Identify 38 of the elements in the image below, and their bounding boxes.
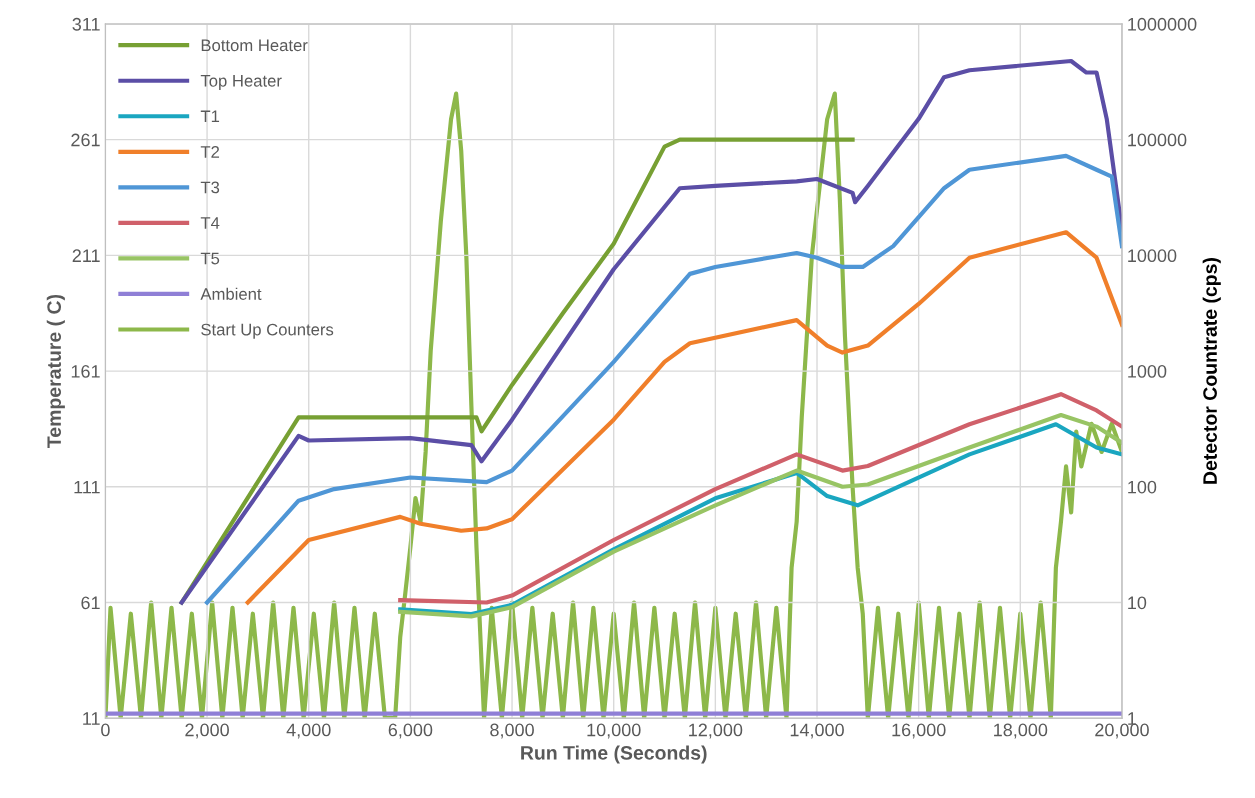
- legend-label: Start Up Counters: [201, 323, 334, 339]
- y2-tick-label: 1: [1128, 712, 1136, 725]
- line-series: [179, 58, 1122, 605]
- legend-label: Top Heater: [200, 75, 282, 91]
- y2-tick-label: 10000: [1128, 249, 1177, 263]
- legend-label: Ambient: [200, 287, 262, 300]
- x-tick-label: 12,000: [689, 723, 743, 739]
- legend-label: T1: [200, 110, 220, 123]
- y-axis-title: Temperature ( C): [46, 294, 65, 448]
- y-tick-label: 261: [71, 133, 100, 147]
- x-tick-label: 6,000: [388, 723, 433, 739]
- y2-tick-label: 10: [1128, 596, 1147, 610]
- y-tick-label: 311: [72, 17, 100, 31]
- x-tick-label: 0: [101, 723, 110, 737]
- y-tick-label: 211: [72, 249, 100, 262]
- y2-axis-title: Detector Countrate (cps): [1202, 258, 1221, 484]
- x-tick-label: 14,000: [790, 723, 844, 739]
- y2-tick-label: 1000000: [1128, 17, 1197, 31]
- x-tick-label: 8,000: [490, 723, 534, 739]
- legend-label: T4: [200, 217, 220, 229]
- legend-label: T3: [200, 181, 220, 194]
- x-tick-label: 20,000: [1095, 723, 1149, 739]
- x-axis-title: Run Time (Seconds): [521, 745, 707, 764]
- x-tick-label: 4,000: [286, 723, 331, 739]
- y2-tick-label: 100000: [1128, 133, 1187, 147]
- y-tick-label: 11: [83, 712, 100, 725]
- legend-label: T5: [200, 252, 220, 265]
- x-tick-label: 18,000: [994, 723, 1048, 739]
- x-tick-label: 10,000: [587, 723, 641, 739]
- legend-label: T2: [200, 145, 220, 158]
- y2-tick-label: 1000: [1128, 365, 1167, 378]
- y2-tick-label: 100: [1128, 480, 1157, 494]
- legend-label: Bottom Heater: [201, 39, 308, 52]
- y-tick-label: 61: [81, 596, 100, 610]
- x-tick-label: 2,000: [185, 723, 229, 739]
- y-tick-label: 111: [74, 480, 100, 494]
- y-tick-label: 161: [71, 365, 100, 378]
- x-tick-label: 16,000: [892, 723, 946, 739]
